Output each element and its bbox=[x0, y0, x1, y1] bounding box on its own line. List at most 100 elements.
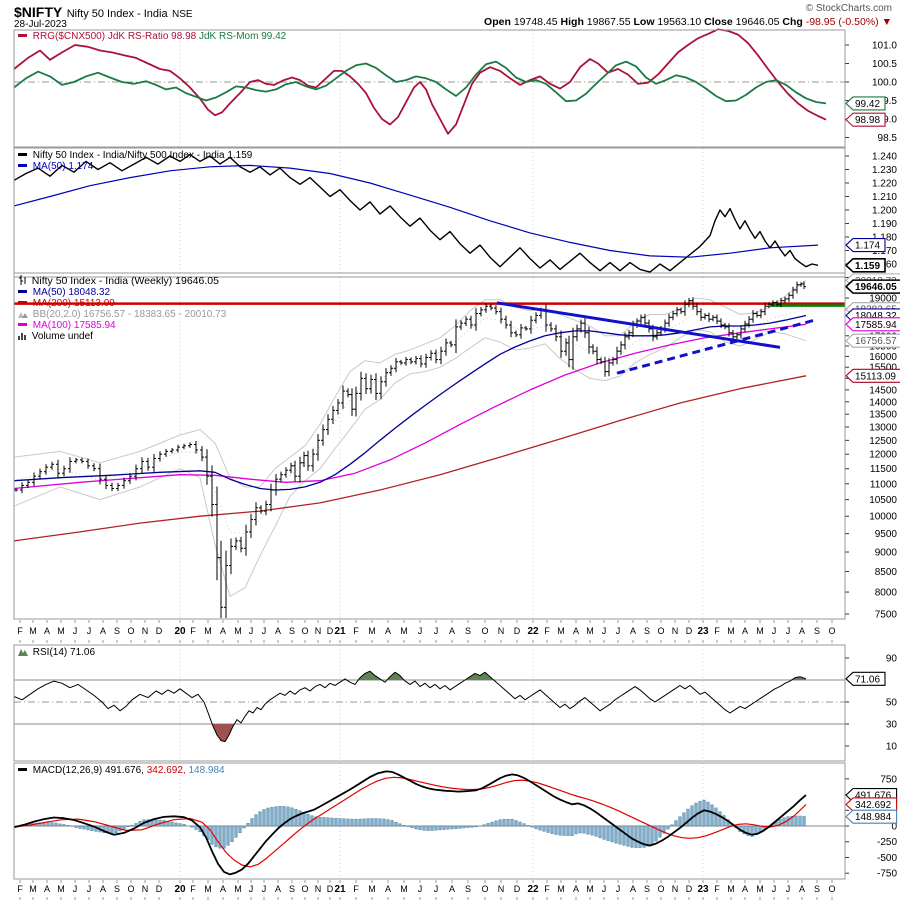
y-tick-label: 12000 bbox=[869, 450, 897, 461]
month-label: F bbox=[353, 626, 359, 636]
month-label: A bbox=[100, 884, 106, 894]
month-label: S bbox=[644, 626, 650, 636]
macd-hist-bar bbox=[454, 825, 458, 829]
macd-hist-bar bbox=[554, 825, 558, 835]
rsi-panel-border bbox=[13, 644, 846, 762]
rsi-rsi-oversold-fill bbox=[212, 724, 235, 742]
macd-hist-bar bbox=[406, 825, 410, 827]
macd-hist-bar bbox=[518, 821, 522, 827]
month-label: O bbox=[481, 626, 488, 636]
macd-hist-bar bbox=[574, 825, 578, 835]
macd-hist-bar bbox=[314, 816, 318, 827]
month-label: F bbox=[17, 626, 23, 636]
month-label: A bbox=[630, 626, 636, 636]
chart-date: 28-Jul-2023 bbox=[14, 19, 67, 30]
ratio-legend-title: Nifty 50 Index - India/Nifty 500 Index -… bbox=[32, 150, 253, 161]
macd-hist-bar bbox=[382, 818, 386, 827]
price-panel-border bbox=[13, 272, 846, 620]
symbol-name: Nifty 50 Index - India bbox=[66, 8, 168, 20]
macd-hist-bar bbox=[746, 825, 750, 836]
macd-hist-bar bbox=[334, 817, 338, 827]
month-label: O bbox=[127, 884, 134, 894]
month-label: M bbox=[557, 884, 565, 894]
macd-hist-bar bbox=[338, 818, 342, 827]
price-legend-title: Nifty 50 Index - India (Weekly) 19646.05 bbox=[31, 275, 219, 287]
macd-hist-bar bbox=[306, 813, 310, 827]
macd-hist-bar bbox=[714, 807, 718, 827]
month-label: D bbox=[156, 626, 163, 636]
macd-hist-bar bbox=[566, 825, 570, 836]
rsi-rsi-overbought-fill bbox=[358, 671, 382, 680]
month-label: J bbox=[262, 626, 267, 636]
low-label: Low bbox=[633, 16, 655, 28]
y-tick-label: 50 bbox=[886, 698, 898, 709]
month-label: J bbox=[772, 884, 777, 894]
macd-hist-bar bbox=[46, 822, 50, 827]
symbol-ticker: $NIFTY bbox=[14, 4, 63, 20]
month-label: N bbox=[498, 626, 505, 636]
month-label: M bbox=[727, 884, 735, 894]
macd-hist-bar bbox=[634, 825, 638, 848]
month-label: A bbox=[799, 626, 805, 636]
price-value-badge bbox=[845, 333, 900, 348]
month-label: M bbox=[29, 884, 37, 894]
y-tick-label: 8000 bbox=[875, 588, 898, 599]
y-tick-label: 98.5 bbox=[878, 133, 898, 144]
month-label: A bbox=[220, 626, 226, 636]
macd-hist-bar bbox=[546, 825, 550, 833]
month-label: J bbox=[73, 884, 78, 894]
macd-hist-bar bbox=[370, 818, 374, 827]
down-arrow-icon: ▼ bbox=[881, 16, 892, 28]
month-label: D bbox=[686, 626, 693, 636]
month-label: M bbox=[57, 884, 65, 894]
macd-hist-bar bbox=[686, 808, 690, 827]
y-tick-label: 0 bbox=[891, 822, 897, 833]
month-label: J bbox=[772, 626, 777, 636]
exchange-label: NSE bbox=[172, 9, 193, 20]
price-volume-row: Volume undef bbox=[18, 331, 93, 343]
macd-hist-bar bbox=[242, 825, 246, 829]
macd-hist-bar bbox=[586, 825, 590, 835]
macd-hist-bar bbox=[402, 825, 406, 827]
macd-value: MACD(12,26,9) 491.676, bbox=[32, 765, 144, 776]
month-label: F bbox=[17, 884, 23, 894]
price-value-badge bbox=[845, 368, 900, 383]
year-label: 23 bbox=[697, 884, 709, 895]
y-tick-label: 19000 bbox=[869, 294, 897, 305]
copyright-link[interactable]: © StockCharts.com bbox=[805, 3, 892, 14]
month-label: F bbox=[714, 626, 720, 636]
macd-hist-bar bbox=[282, 806, 286, 827]
macd-hist-bar bbox=[438, 825, 442, 831]
macd-hist-bar bbox=[122, 825, 126, 830]
macd-hist-bar bbox=[378, 818, 382, 827]
year-label: 23 bbox=[697, 626, 709, 637]
month-label: A bbox=[573, 626, 579, 636]
macd-hist-bar bbox=[66, 825, 70, 827]
macd-hist-bar bbox=[654, 825, 658, 842]
month-label: J bbox=[87, 626, 92, 636]
macd-macd-line bbox=[13, 770, 807, 876]
y-tick-label: 99.5 bbox=[878, 96, 898, 107]
month-label: N bbox=[315, 884, 322, 894]
month-label: F bbox=[714, 884, 720, 894]
macd-hist-bar bbox=[254, 814, 258, 827]
macd-hist-bar bbox=[126, 825, 130, 828]
macd-legend: MACD(12,26,9) 491.676, 342.692, 148.984 bbox=[18, 765, 225, 776]
macd-hist-bar bbox=[78, 825, 82, 829]
macd-hist-bar bbox=[670, 824, 674, 827]
month-label: F bbox=[190, 626, 196, 636]
macd-hist-bar bbox=[102, 825, 106, 833]
macd-hist-bar bbox=[802, 816, 806, 827]
ratio-value-badge bbox=[845, 238, 886, 253]
macd-hist-bar bbox=[234, 825, 238, 838]
ma50-value: MA(50) 18048.32 bbox=[32, 287, 111, 298]
month-label: M bbox=[756, 626, 764, 636]
rrg-panel-border bbox=[13, 29, 846, 148]
macd-hist-bar bbox=[446, 825, 450, 830]
rrg-line-icon bbox=[18, 33, 27, 37]
macd-hist-bar bbox=[666, 825, 670, 830]
macd-hist-bar bbox=[262, 809, 266, 827]
month-label: J bbox=[87, 884, 92, 894]
month-label: A bbox=[385, 626, 391, 636]
